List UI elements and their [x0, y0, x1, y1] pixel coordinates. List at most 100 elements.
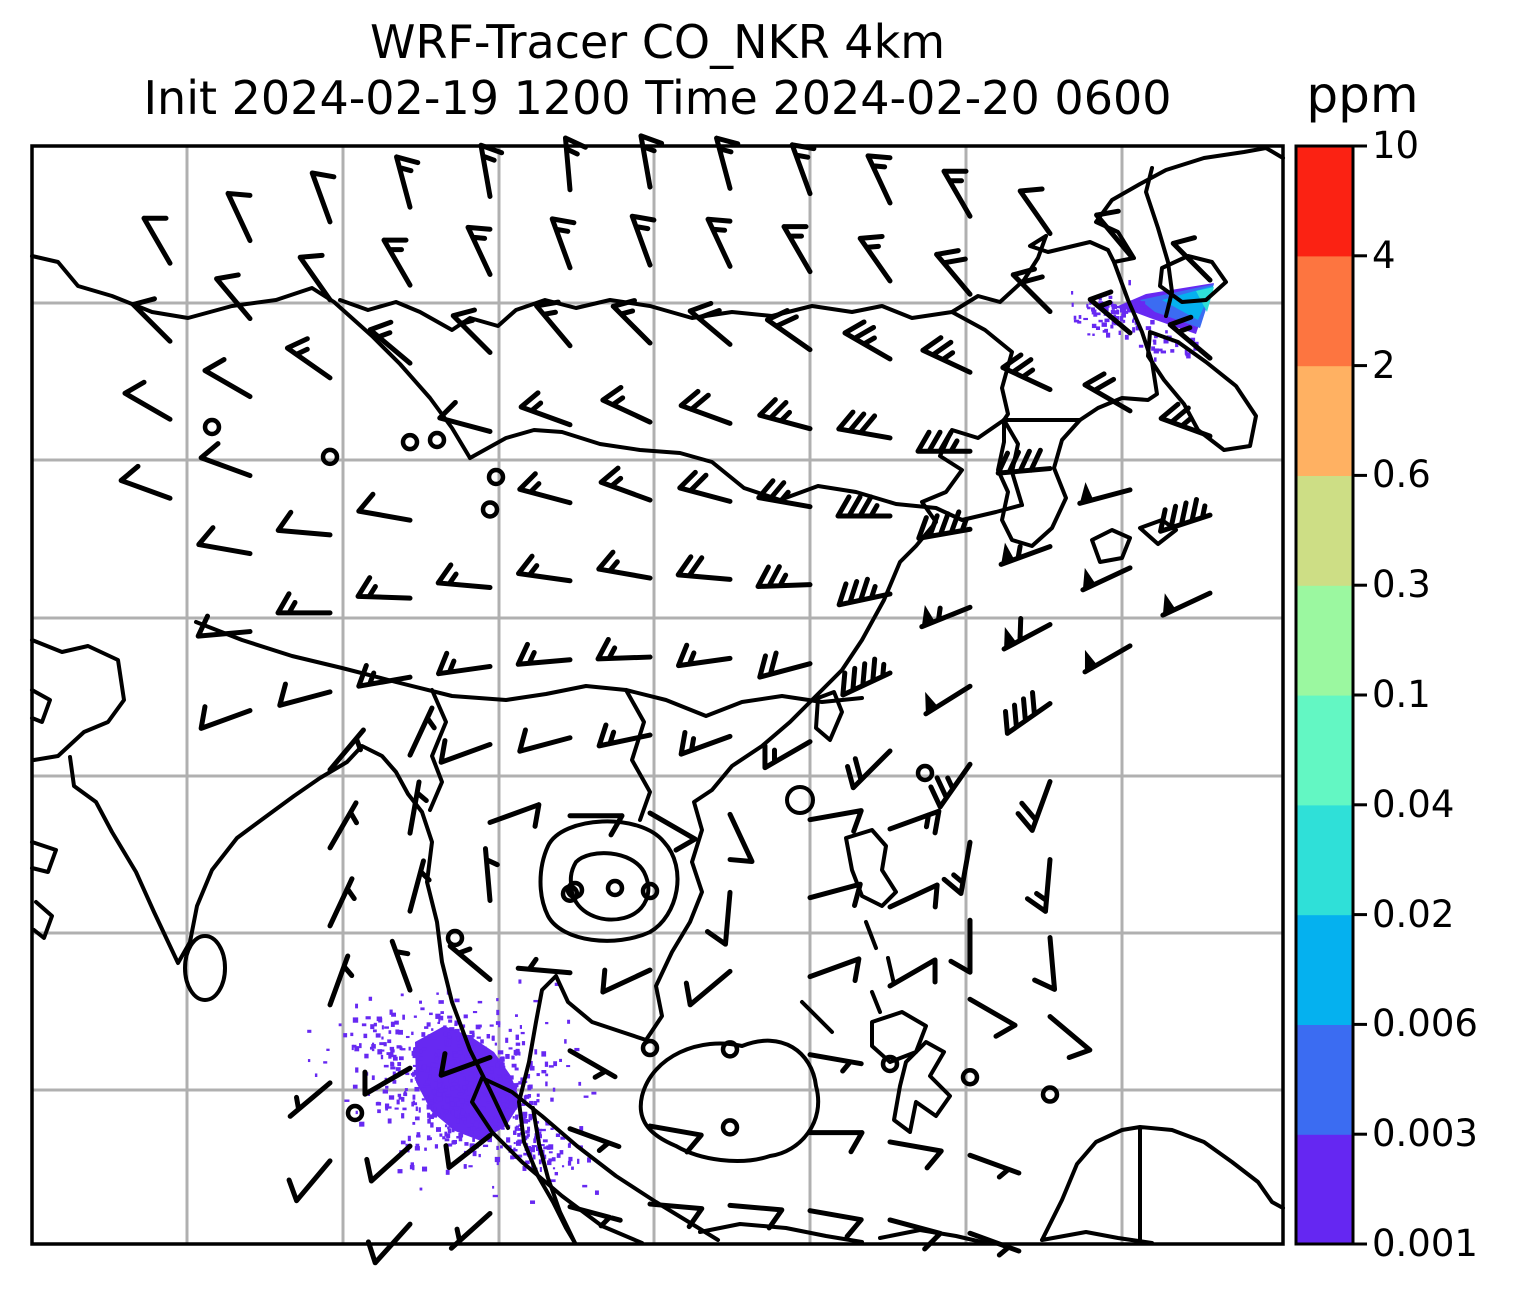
plume-speckle — [425, 1095, 429, 1101]
plume-speckle — [470, 1126, 475, 1131]
plume-speckle — [473, 1121, 479, 1127]
plume-speckle — [435, 1013, 441, 1019]
plume-speckle — [1160, 350, 1167, 354]
plume-speckle — [344, 1099, 350, 1102]
plume-speckle — [387, 1118, 392, 1124]
plume-speckle — [515, 1114, 519, 1119]
plume-speckle — [492, 1185, 495, 1189]
plume-speckle — [490, 1066, 494, 1071]
calm-wind-circle — [427, 430, 447, 450]
plume-speckle — [512, 1083, 518, 1088]
plume-speckle — [438, 1018, 441, 1023]
plume-speckle — [454, 1074, 457, 1077]
plume-speckle — [454, 1078, 459, 1083]
plume-speckle — [486, 1091, 490, 1095]
plume-speckle — [380, 1054, 384, 1060]
plume-speckle — [376, 1016, 382, 1022]
wind-barb — [1082, 643, 1133, 675]
plume-speckle — [497, 1050, 504, 1055]
plume-speckle — [492, 1076, 495, 1081]
calm-wind-circle — [605, 878, 625, 898]
plume-speckle — [435, 1086, 438, 1090]
wind-barb — [675, 554, 733, 582]
colorbar-tick-label: 2 — [1372, 343, 1396, 387]
plume-speckle — [554, 982, 561, 986]
plume-speckle — [430, 1122, 434, 1128]
plume-speckle — [505, 1037, 509, 1043]
plume-speckle — [404, 1088, 408, 1092]
plume-speckle — [526, 1119, 531, 1123]
plume-speckle — [381, 1025, 384, 1030]
plume-speckle — [453, 1104, 457, 1107]
plume-speckle — [445, 1169, 450, 1175]
plume-speckle — [473, 1112, 478, 1115]
plume-speckle — [453, 1077, 457, 1081]
wind-barb — [355, 575, 413, 601]
wind-barb — [916, 509, 973, 541]
plume-speckle — [541, 1069, 547, 1074]
plume-speckle — [434, 1053, 438, 1057]
plume-speckle — [447, 1101, 453, 1104]
wind-barb — [567, 1048, 618, 1080]
plume-speckle — [382, 1089, 389, 1094]
plume-speckle — [408, 1046, 411, 1051]
wind-barb — [934, 248, 973, 297]
plume-speckle — [419, 1187, 423, 1191]
plume-speckle — [511, 1055, 515, 1060]
plume-speckle — [352, 1084, 358, 1089]
plume-speckle — [428, 1099, 434, 1102]
plume-speckle — [480, 1125, 486, 1129]
coast-mindanao — [870, 1010, 928, 1064]
plume-speckle — [1131, 319, 1135, 323]
plume-speckle — [413, 1102, 418, 1106]
plume-speckle — [1116, 305, 1120, 309]
plume-speckle — [412, 1121, 416, 1125]
plume-speckle — [445, 1041, 451, 1047]
plume-speckle — [1152, 339, 1156, 343]
wind-barb — [275, 591, 333, 616]
plume-speckle — [1190, 337, 1196, 342]
plume-speckle — [460, 1110, 466, 1116]
plume-speckle — [1091, 307, 1096, 312]
plume-speckle — [415, 1076, 418, 1081]
plume-speckle — [548, 1144, 554, 1150]
plume-speckle — [470, 1117, 475, 1124]
wind-barb — [196, 525, 253, 557]
wind-barb — [836, 576, 893, 608]
plume-speckle — [550, 1097, 554, 1102]
plume-speckle — [462, 1055, 467, 1059]
plume-speckle — [566, 1065, 571, 1068]
wind-barb — [638, 133, 665, 190]
plume-speckle — [473, 1129, 477, 1135]
plume-speckle — [414, 1116, 420, 1121]
plume-speckle — [376, 1101, 380, 1106]
plume-speckle — [1118, 306, 1122, 309]
wind-barb — [284, 336, 333, 381]
plume-speckle — [456, 1135, 462, 1139]
plume-speckle — [487, 1093, 491, 1096]
plume-speckle — [421, 1087, 427, 1092]
plume-speckle — [530, 1146, 535, 1153]
plume-speckle — [548, 1151, 553, 1154]
plume-speckle — [396, 1045, 402, 1049]
plume-speckle — [438, 1000, 444, 1004]
plume-speckle — [567, 1019, 571, 1024]
plume-speckle — [460, 1108, 464, 1111]
plume-speckle — [497, 1097, 502, 1102]
plume-speckle — [326, 1048, 330, 1051]
plume-speckle — [458, 1132, 464, 1137]
plume-speckle — [574, 1047, 580, 1052]
plume-speckle — [517, 1127, 521, 1131]
plume-speckle — [461, 1062, 465, 1066]
plume-speckle — [477, 1049, 483, 1053]
plume-speckle — [500, 1062, 505, 1068]
plume-speckle — [391, 1012, 397, 1017]
wind-barb — [195, 613, 253, 639]
plume-speckle — [478, 1153, 481, 1158]
plume-speckle — [479, 1136, 482, 1140]
plume-speckle — [387, 1039, 392, 1044]
coast-borneo — [638, 1038, 821, 1163]
plume-speckle — [427, 1105, 430, 1108]
wind-barb — [516, 553, 573, 584]
plume-speckle — [475, 1024, 481, 1030]
